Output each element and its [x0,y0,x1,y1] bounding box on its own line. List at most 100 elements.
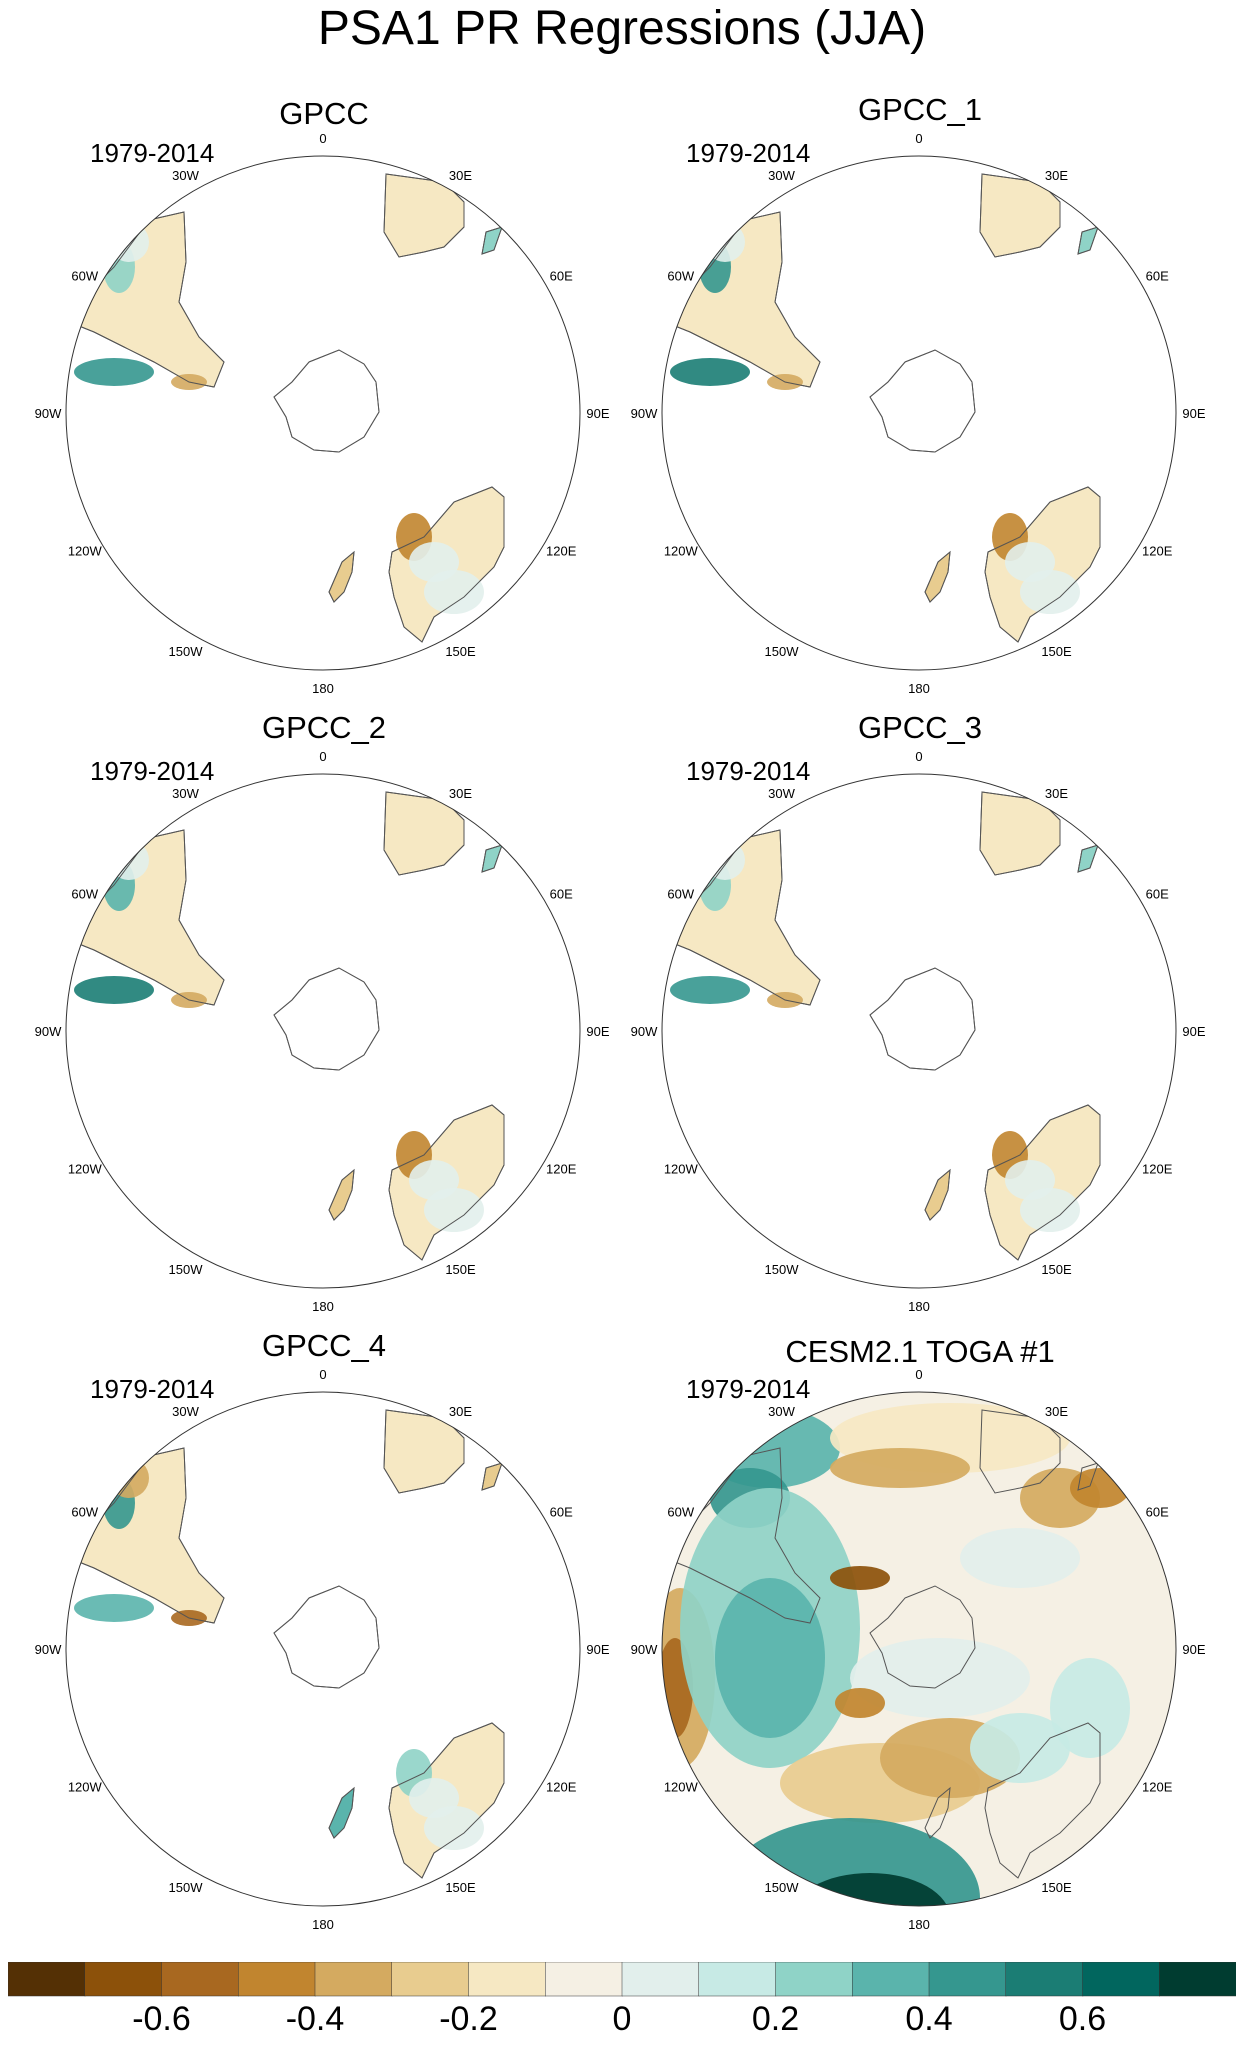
map-field [665,791,1101,1261]
longitude-label: 150E [1041,1880,1072,1895]
longitude-label: 30E [1045,786,1068,801]
colorbar-swatch [391,1962,470,1997]
longitude-label: 150E [1041,644,1072,659]
longitude-label: 150W [765,1262,800,1277]
anomaly-blob [960,1528,1080,1588]
colorbar-swatch [238,1962,316,1997]
colorbar-swatch [161,1962,239,1997]
longitude-label: 90E [1182,406,1205,421]
longitude-label: 0 [915,749,922,764]
landmass-nz [924,1786,951,1839]
longitude-label: 30E [449,786,472,801]
panel-title: GPCC_3 [857,710,983,745]
landmass-antarctica [273,1585,380,1689]
period-label: 1979-2014 [686,1374,811,1404]
longitude-label: 0 [915,131,922,146]
polar-map: 0 30E 60E 90E 120E 150E 180 150W 120W 90W 60W 30W [631,131,1206,696]
map-field [69,791,505,1261]
longitude-label: 90E [1182,1024,1205,1039]
panel-title: CESM2.1 TOGA #1 [785,1334,1055,1369]
map-boundary [65,1391,581,1907]
land-anomaly [670,358,750,386]
polar-map: 0 30E 60E 90E 120E 150E 180 150W 120W 90W 60W 30W [35,1367,610,1932]
panel-title: GPCC_2 [261,710,387,745]
longitude-label: 120E [1142,1162,1173,1177]
colorbar-tick-label: 0.4 [905,2000,953,2038]
longitude-label: 60W [667,269,694,284]
map-boundary [661,1391,1177,1907]
longitude-label: 0 [319,1367,326,1382]
land-anomaly [109,840,149,880]
landmass-africa [383,791,465,876]
longitude-label: 30W [172,786,199,801]
longitude-label: 30E [1045,1404,1068,1419]
anomaly-blob [850,1638,1030,1718]
landmass-africa [979,791,1061,876]
longitude-label: 90W [35,1024,62,1039]
landmass-madagascar [481,844,503,873]
longitude-label: 0 [915,1367,922,1382]
period-label: 1979-2014 [90,1374,215,1404]
landmass-australia [984,1722,1101,1879]
colorbar-tick-label: 0.6 [1058,2000,1107,2038]
longitude-label: 150E [1041,1262,1072,1277]
longitude-label: 30W [172,168,199,183]
map-field [662,1392,1176,1906]
landmass-madagascar [1077,226,1099,255]
longitude-label: 60W [71,887,98,902]
map-panel-gpcc-1: GPCC_1 1979-2014 0 30E 60E 90E 120E 150E 180 15… [620,92,1220,712]
period-label: 1979-2014 [90,138,215,168]
land-anomaly [1020,570,1080,614]
landmass-madagascar [481,226,503,255]
longitude-label: 120W [68,1162,103,1177]
longitude-label: 150W [169,1262,204,1277]
longitude-label: 120E [1142,544,1173,559]
land-anomaly [424,1188,484,1232]
map-field [69,1409,505,1879]
longitude-label: 30W [768,168,795,183]
anomaly-blob [970,1713,1070,1783]
panel-title: GPCC [279,96,369,131]
longitude-label: 90E [586,1024,609,1039]
landmass-antarctica [869,1585,976,1689]
colorbar-swatch [928,1962,1007,1997]
anomaly-blob [830,1566,890,1590]
map-boundary [65,773,581,1289]
longitude-label: 30E [449,1404,472,1419]
landmass-antarctica [273,349,380,453]
colorbar-swatch [84,1962,163,1997]
longitude-label: 90E [586,406,609,421]
land-anomaly [670,976,750,1004]
longitude-label: 120E [546,1780,577,1795]
land-anomaly [424,1806,484,1850]
longitude-label: 180 [312,681,334,696]
colorbar-swatch [775,1962,853,1997]
longitude-label: 90W [35,1642,62,1657]
map-panel-gpcc-4: GPCC_4 1979-2014 0 30E 60E 90E 120E 150E 180 15… [24,1328,624,1948]
longitude-label: 30W [172,1404,199,1419]
polar-map: 0 30E 60E 90E 120E 150E 180 150W 120W 90W 60W 30W [35,131,610,696]
longitude-label: 180 [908,1917,930,1932]
landmass-africa [979,173,1061,258]
colorbar-swatch [1005,1962,1084,1997]
land-anomaly [74,358,154,386]
map-panel-gpcc-3: GPCC_3 1979-2014 0 30E 60E 90E 120E 150E 180 15… [620,710,1220,1330]
longitude-label: 0 [319,131,326,146]
longitude-label: 60W [71,1505,98,1520]
land-anomaly [109,222,149,262]
anomaly-blob [1070,1468,1130,1508]
longitude-label: 150W [765,644,800,659]
landmass-africa [383,1409,465,1494]
longitude-label: 30W [768,786,795,801]
longitude-label: 60W [667,1505,694,1520]
longitude-label: 60E [550,269,573,284]
longitude-label: 120E [1142,1780,1173,1795]
map-boundary [661,773,1177,1289]
land-anomaly [705,222,745,262]
longitude-label: 120E [546,544,577,559]
colorbar-tick-label: -0.4 [285,2000,345,2038]
colorbar [8,1962,1236,1997]
longitude-label: 180 [908,1299,930,1314]
longitude-label: 90W [631,406,658,421]
longitude-label: 60E [1146,269,1169,284]
